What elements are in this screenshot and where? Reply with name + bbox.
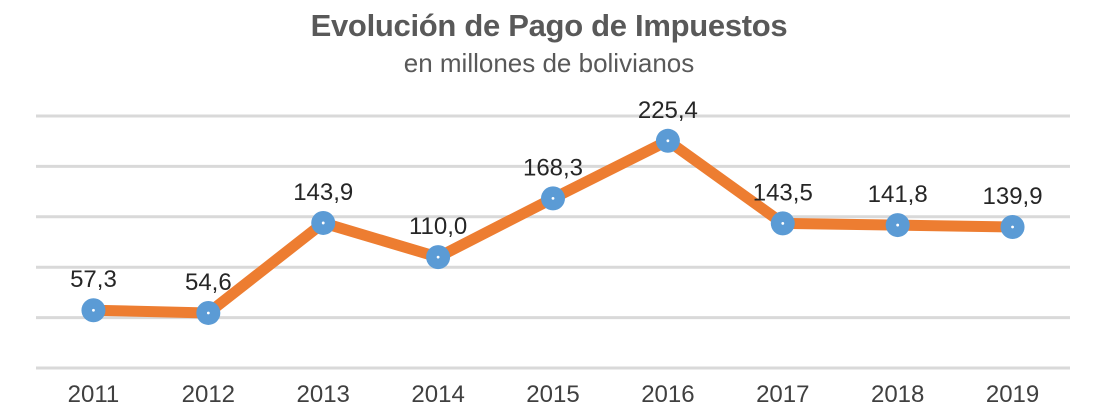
- data-point-center: [436, 255, 440, 259]
- data-point-center: [551, 196, 555, 200]
- x-tick-label: 2013: [297, 381, 350, 408]
- data-label: 168,3: [523, 154, 583, 181]
- x-tick-label: 2015: [526, 381, 579, 408]
- data-labels: 57,3 54,6 143,9 110,0 168,3 225,4 143,5 141,8 13…: [70, 97, 1043, 296]
- x-tick-label: 2017: [756, 381, 809, 408]
- chart-title: Evolución de Pago de Impuestos: [310, 8, 788, 43]
- x-tick-label: 2018: [871, 381, 924, 408]
- x-tick-label: 2019: [986, 381, 1039, 408]
- data-point-center: [1011, 225, 1014, 229]
- data-label: 139,9: [983, 183, 1043, 210]
- data-label: 143,5: [753, 179, 813, 206]
- data-label: 110,0: [409, 213, 467, 240]
- data-label: 141,8: [868, 181, 928, 208]
- x-axis-ticks: 2011 2012 2013 2014 2015 2016 2017 2018 2019: [68, 381, 1040, 408]
- data-label: 225,4: [638, 97, 698, 124]
- data-point-center: [92, 308, 95, 312]
- x-tick-label: 2011: [68, 381, 120, 408]
- data-point-center: [781, 221, 785, 225]
- data-point-center: [666, 139, 670, 143]
- data-label: 143,9: [293, 179, 353, 206]
- data-point-center: [321, 221, 325, 225]
- data-label: 57,3: [70, 266, 117, 293]
- data-point-center: [206, 311, 210, 315]
- x-tick-label: 2012: [182, 381, 235, 408]
- x-tick-label: 2016: [641, 381, 694, 408]
- data-point-center: [896, 223, 900, 227]
- chart-subtitle: en millones de bolivianos: [403, 48, 695, 78]
- data-label: 54,6: [185, 269, 232, 296]
- x-tick-label: 2014: [411, 381, 464, 408]
- data-points: [81, 128, 1025, 325]
